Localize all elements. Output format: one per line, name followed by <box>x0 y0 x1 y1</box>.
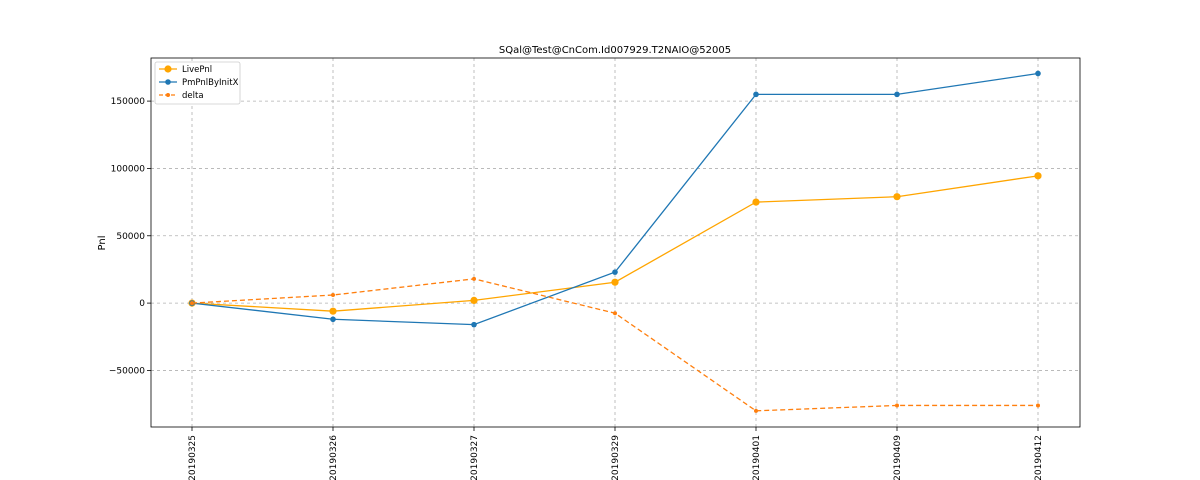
x-tick-label: 20190326 <box>329 435 339 480</box>
pmpnlbyinitx-point <box>1035 70 1041 77</box>
delta-point <box>613 311 617 316</box>
legend-marker-pmpnlbyinitx <box>165 79 171 85</box>
x-tick-label: 20190409 <box>893 435 903 480</box>
legend-marker-delta <box>166 93 170 97</box>
x-tick-label: 20190329 <box>611 435 621 480</box>
x-tick-label: 20190327 <box>470 435 480 480</box>
y-tick-label: 150000 <box>111 97 146 107</box>
plot-frame <box>150 57 1081 428</box>
legend-label-delta: delta <box>182 91 204 101</box>
y-axis-label: Pnl <box>97 236 108 251</box>
livepnl-point <box>470 296 478 305</box>
legend: LivePnl PmPnlByInitX delta <box>154 61 241 105</box>
delta-point <box>1036 403 1040 408</box>
delta-point <box>190 301 194 306</box>
livepnl-point <box>752 198 760 206</box>
delta-point <box>472 276 476 281</box>
y-tick-label: 100000 <box>111 164 146 174</box>
y-tick-label: 0 <box>139 299 145 309</box>
y-tick-label: 50000 <box>116 232 145 242</box>
livepnl-point <box>893 193 901 201</box>
pmpnlbyinitx-point <box>894 91 900 98</box>
livepnl-point <box>329 307 337 315</box>
series-layer <box>188 70 1042 413</box>
pmpnlbyinitx-point <box>330 316 336 323</box>
pmpnlbyinitx-point <box>471 321 477 328</box>
legend-marker-livepnl <box>164 65 172 73</box>
x-tick-label: 20190412 <box>1034 435 1044 480</box>
delta-point <box>331 293 335 298</box>
x-tick-label: 20190401 <box>752 435 762 480</box>
livepnl-point <box>611 278 619 286</box>
legend-box <box>154 61 241 105</box>
x-axis-ticks: 20190325 20190326 20190327 20190329 20190401… <box>188 427 1044 480</box>
chart-title: SQal@Test@CnCom.Id007929.T2NAIO@52005 <box>499 45 731 56</box>
delta-point <box>895 403 899 408</box>
pmpnlbyinitx-point <box>753 91 759 98</box>
y-axis-ticks: −50000 0 50000 100000 150000 <box>109 97 151 376</box>
legend-label-pmpnlbyinitx: PmPnlByInitX <box>182 78 239 88</box>
livepnl-point <box>1034 172 1042 180</box>
delta-point <box>754 408 758 413</box>
pmpnlbyinitx-point <box>612 269 618 275</box>
y-tick-label: −50000 <box>109 366 145 376</box>
x-tick-label: 20190325 <box>188 435 198 480</box>
legend-label-livepnl: LivePnl <box>182 65 212 75</box>
grid-lines <box>151 58 1080 427</box>
